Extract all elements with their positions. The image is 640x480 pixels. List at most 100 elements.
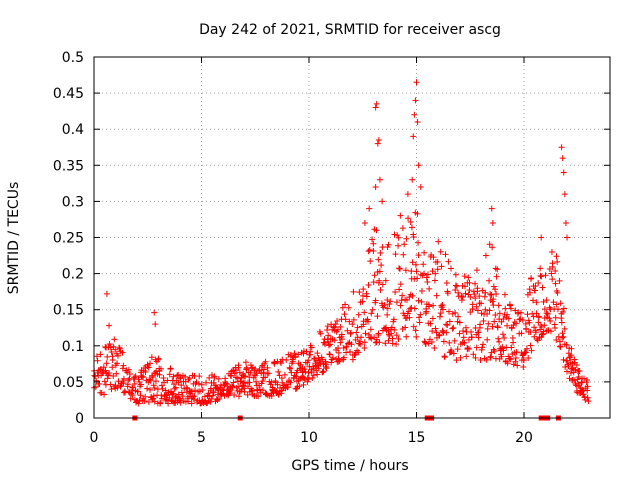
x-axis: 0 5 10 15 20 [90, 57, 533, 446]
data-point [431, 345, 438, 352]
data-point [560, 305, 567, 312]
data-point [125, 377, 132, 384]
data-point [113, 370, 120, 377]
data-point [370, 240, 377, 247]
data-point [492, 312, 499, 319]
data-point [430, 302, 437, 309]
x-tick-label: 0 [90, 430, 99, 446]
data-point [359, 292, 366, 299]
data-point [411, 111, 418, 118]
data-point [546, 315, 553, 322]
data-point [171, 385, 178, 392]
data-point [525, 354, 532, 361]
data-point [147, 386, 154, 393]
data-point [485, 320, 492, 327]
data-point [543, 310, 550, 317]
data-point [345, 340, 352, 347]
data-point [463, 353, 470, 360]
data-point [558, 144, 565, 151]
data-point [395, 242, 402, 249]
data-point [390, 316, 397, 323]
data-point [480, 318, 487, 324]
data-point [448, 265, 455, 272]
data-point [429, 315, 436, 322]
data-point [405, 215, 412, 222]
data-point [397, 212, 404, 219]
data-point [499, 343, 506, 350]
data-point [222, 380, 229, 387]
data-point [467, 293, 474, 300]
data-point [408, 304, 415, 311]
data-point [320, 368, 327, 375]
data-point [120, 362, 127, 369]
data-point [103, 290, 110, 297]
data-point [334, 318, 341, 325]
data-point [517, 309, 524, 316]
data-point [471, 291, 478, 298]
data-point [338, 336, 345, 343]
data-point [387, 298, 394, 305]
data-point [409, 292, 416, 299]
data-point [481, 293, 488, 300]
data-point [228, 382, 235, 389]
data-point [161, 379, 168, 386]
data-point [281, 371, 288, 378]
data-point [409, 259, 416, 266]
data-point [541, 322, 548, 329]
data-point [561, 191, 568, 198]
data-point [299, 373, 306, 380]
data-point [151, 398, 158, 405]
data-point [581, 375, 588, 382]
data-point [257, 386, 264, 393]
data-point [533, 335, 540, 342]
data-point [262, 358, 269, 365]
y-axis-label: SRMTID / TECUs [6, 182, 22, 295]
data-point [505, 315, 512, 322]
data-point [337, 323, 344, 330]
data-point [397, 302, 404, 309]
data-point [504, 311, 511, 318]
data-point [147, 360, 154, 367]
data-point [287, 379, 294, 386]
data-point [482, 289, 489, 296]
data-point [423, 274, 430, 281]
data-point [487, 353, 494, 360]
data-point [548, 248, 555, 255]
data-point [252, 365, 259, 372]
data-point [537, 265, 544, 272]
data-point [394, 232, 401, 239]
data-point [440, 328, 447, 335]
grid-lines [94, 57, 610, 418]
data-point [528, 275, 535, 282]
data-point [506, 355, 513, 362]
data-point [538, 273, 545, 280]
data-point [444, 322, 451, 329]
data-point [324, 323, 331, 330]
data-point [150, 382, 157, 389]
data-point [562, 363, 569, 370]
data-point [144, 385, 151, 392]
data-point [342, 316, 349, 323]
data-point [373, 336, 380, 343]
data-point [103, 360, 110, 367]
data-point [486, 241, 493, 248]
data-point [308, 344, 315, 351]
data-point [470, 351, 477, 358]
y-tick-label: 0.3 [62, 194, 84, 210]
data-point [327, 341, 334, 348]
data-point [413, 268, 420, 275]
data-point [421, 338, 428, 345]
data-point [583, 377, 590, 384]
data-point [558, 315, 565, 322]
data-point [486, 307, 493, 314]
data-point [535, 314, 542, 321]
data-point [443, 321, 450, 328]
data-point [205, 390, 212, 397]
data-point [145, 399, 152, 406]
data-point [410, 234, 417, 241]
data-point [107, 381, 114, 388]
data-point [234, 375, 241, 382]
data-point [130, 384, 137, 391]
data-point [559, 334, 566, 341]
x-tick-label: 15 [408, 430, 426, 446]
